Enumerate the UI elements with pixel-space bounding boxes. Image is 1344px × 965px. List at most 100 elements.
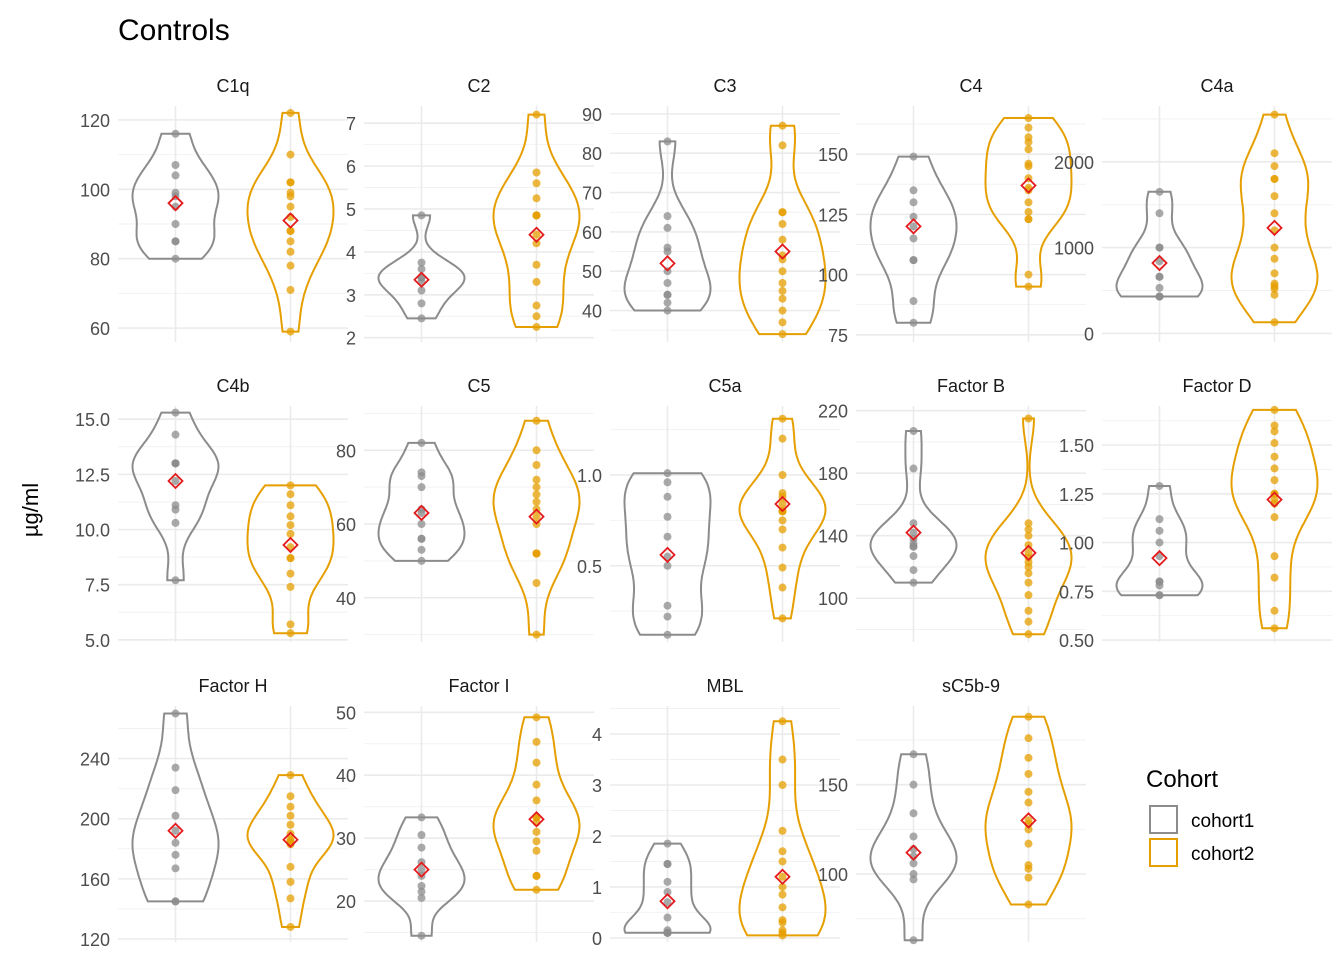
data-point-factor-b-cohort2 (1024, 591, 1033, 600)
panel-title-c2: C2 (467, 76, 490, 96)
violin-sc5b-9-cohort1 (869, 753, 958, 942)
data-point-factor-b-cohort2 (1024, 414, 1033, 423)
data-point-c4-cohort2 (1024, 114, 1033, 123)
y-tick-label-c2: 6 (346, 157, 356, 177)
data-point-mbl-cohort1 (663, 926, 672, 935)
data-point-c4-cohort1 (909, 186, 918, 195)
data-point-c3-cohort1 (663, 306, 672, 315)
data-point-c5-cohort2 (532, 475, 541, 484)
data-point-c4-cohort2 (1024, 215, 1033, 224)
data-point-c3-cohort1 (663, 137, 672, 146)
y-tick-label-factor-b: 180 (818, 464, 848, 484)
data-point-c3-cohort1 (663, 212, 672, 221)
data-point-sc5b-9-cohort2 (1024, 873, 1033, 882)
data-point-c5a-cohort1 (663, 561, 672, 570)
y-tick-label-factor-b: 140 (818, 527, 848, 547)
panel-sc5b-9: sC5b-9 100 150 (818, 676, 1086, 945)
data-point-factor-b-cohort2 (1024, 617, 1033, 626)
y-tick-label-c5: 40 (336, 589, 356, 609)
data-point-c4a-cohort1 (1155, 209, 1164, 218)
data-point-factor-b-cohort2 (1024, 569, 1033, 578)
data-point-c2-cohort2 (532, 301, 541, 310)
data-point-c2-cohort2 (532, 312, 541, 321)
violin-factor-i-cohort1 (377, 816, 466, 937)
data-point-c4-cohort2 (1024, 133, 1033, 142)
mean-marker-sc5b-9-cohort1 (905, 844, 922, 861)
legend-label-cohort1: cohort1 (1191, 811, 1254, 832)
data-point-factor-i-cohort2 (532, 885, 541, 894)
violin-c4a-cohort1 (1115, 190, 1204, 298)
panel-title-c4: C4 (959, 76, 982, 96)
data-point-c4a-cohort2 (1270, 209, 1279, 218)
data-point-c3-cohort2 (778, 220, 787, 228)
y-tick-label-sc5b-9: 150 (818, 776, 848, 796)
data-point-factor-b-cohort1 (909, 566, 918, 575)
y-tick-label-c3: 50 (582, 262, 602, 282)
data-point-c4b-cohort2 (286, 620, 295, 629)
y-tick-label-factor-i: 30 (336, 829, 356, 849)
data-point-c4a-cohort2 (1270, 110, 1279, 119)
data-point-c5-cohort2 (532, 630, 541, 639)
data-point-factor-i-cohort1 (417, 893, 426, 902)
violin-factor-h-cohort2 (246, 774, 335, 928)
y-axis-label: µg/ml (18, 483, 43, 537)
data-point-c5-cohort1 (417, 468, 426, 477)
chart-title: Controls (118, 14, 230, 47)
data-point-mbl-cohort1 (663, 913, 672, 922)
data-point-c3-cohort1 (663, 298, 672, 307)
data-point-mbl-cohort2 (778, 926, 787, 935)
data-point-sc5b-9-cohort1 (909, 859, 918, 868)
data-point-c4a-cohort1 (1155, 257, 1164, 266)
data-point-factor-b-cohort2 (1024, 548, 1033, 557)
y-tick-label-c4b: 5.0 (85, 631, 110, 651)
data-point-c5a-cohort2 (778, 470, 787, 479)
data-point-sc5b-9-cohort2 (1024, 712, 1033, 721)
data-point-c4b-cohort2 (286, 554, 295, 563)
data-point-c4b-cohort2 (286, 512, 295, 521)
panel-title-factor-b: Factor B (937, 376, 1005, 396)
data-point-c4a-cohort2 (1270, 269, 1279, 278)
data-point-factor-h-cohort2 (286, 820, 295, 829)
mean-marker-mbl-cohort1 (659, 892, 676, 910)
data-point-c2-cohort2 (532, 194, 541, 203)
data-point-factor-i-cohort2 (532, 871, 541, 880)
data-point-factor-i-cohort1 (417, 887, 426, 896)
data-point-c4-cohort1 (909, 212, 918, 221)
data-point-sc5b-9-cohort2 (1024, 769, 1033, 778)
data-point-factor-h-cohort2 (286, 802, 295, 811)
data-point-mbl-cohort1 (663, 860, 672, 869)
legend: Cohort cohort1 cohort2 (1146, 766, 1254, 867)
violin-factor-d-cohort2 (1230, 408, 1319, 630)
data-point-c5a-cohort2 (778, 543, 787, 552)
legend-label-cohort2: cohort2 (1191, 844, 1254, 865)
data-point-factor-h-cohort1 (171, 709, 180, 718)
y-tick-label-c5: 80 (336, 441, 356, 461)
data-point-factor-i-cohort2 (532, 796, 541, 805)
panel-c4a: C4a 0 1000 2000 (1054, 76, 1332, 344)
data-point-c5-cohort2 (532, 461, 541, 469)
y-tick-label-c1q: 120 (80, 111, 110, 131)
data-point-factor-i-cohort2 (532, 780, 541, 789)
data-point-factor-b-cohort1 (909, 464, 918, 473)
violin-c1q-cohort1 (131, 132, 220, 260)
data-point-c4a-cohort2 (1270, 243, 1279, 252)
data-point-sc5b-9-cohort1 (909, 750, 918, 759)
data-point-c3-cohort2 (778, 141, 787, 150)
data-point-c2-cohort1 (417, 265, 426, 274)
mean-marker-c4a-cohort1 (1151, 254, 1168, 272)
mean-marker-factor-i-cohort1 (413, 861, 430, 878)
data-point-factor-d-cohort2 (1270, 552, 1279, 561)
data-point-c2-cohort2 (532, 260, 541, 269)
violin-factor-i-cohort2 (492, 716, 581, 891)
panel-title-factor-i: Factor I (448, 676, 509, 696)
data-point-c2-cohort1 (417, 299, 426, 308)
data-point-c5a-cohort1 (663, 601, 672, 610)
data-point-c2-cohort2 (532, 168, 541, 177)
y-tick-label-c2: 7 (346, 114, 356, 134)
violin-sc5b-9-cohort2 (984, 715, 1073, 906)
data-point-factor-b-cohort1 (909, 427, 918, 436)
data-point-factor-i-cohort1 (417, 881, 426, 890)
data-point-sc5b-9-cohort2 (1024, 787, 1033, 796)
y-tick-label-factor-i: 40 (336, 766, 356, 786)
y-tick-label-factor-h: 200 (80, 810, 110, 830)
